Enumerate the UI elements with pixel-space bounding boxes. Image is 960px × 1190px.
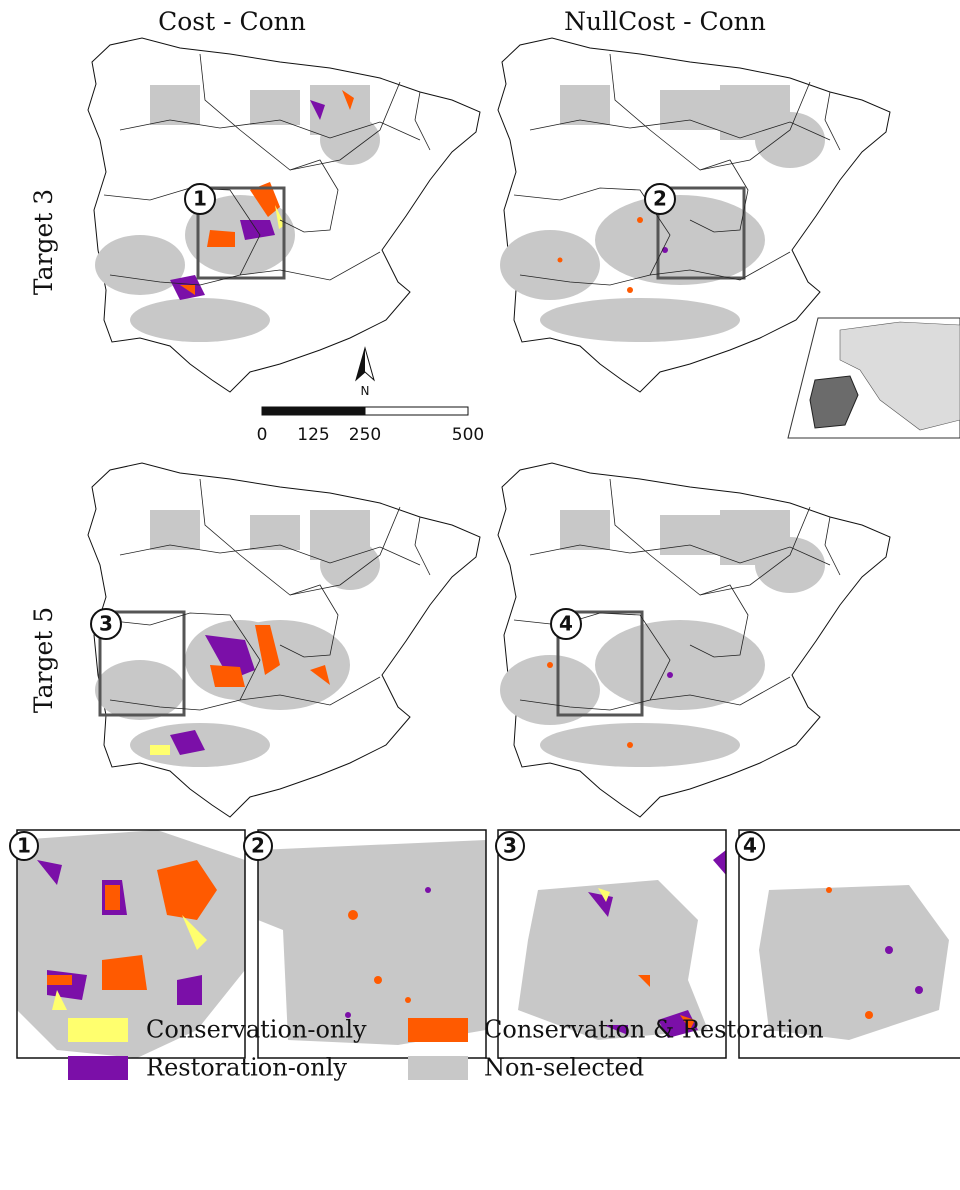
inset-number: 3 [99,612,113,636]
inset-number: 2 [653,187,667,211]
scale-label: 250 [349,425,381,445]
zoom-badge: 1 [10,832,38,860]
legend-label: Non-selected [484,1054,644,1082]
scale-label: 0 [257,425,268,445]
inset-badge: 1 [185,184,215,214]
figure: Cost - Conn NullCost - Conn Target 3 Tar… [0,0,960,1190]
legend-swatch [68,1018,128,1042]
zoom-badge: 2 [244,832,272,860]
inset-badge: 2 [645,184,675,214]
map-cost-target5 [88,463,480,817]
scale-label: 125 [297,425,329,445]
legend-swatch [408,1056,468,1080]
legend-label: Conservation & Restoration [484,1016,824,1044]
inset-number: 3 [503,834,517,858]
north-arrow: N [356,348,374,398]
inset-number: 2 [251,834,265,858]
scale-segment [262,407,365,415]
column-title: NullCost - Conn [564,7,766,36]
zoom-badge: 4 [736,832,764,860]
scale-segment [365,407,468,415]
inset-number: 4 [743,834,757,858]
inset-badge: 4 [551,609,581,639]
legend-label: Restoration-only [146,1054,347,1082]
scale-bar: 0 125 250 500 [257,407,485,445]
legend-label: Conservation-only [146,1016,367,1044]
legend-swatch [68,1056,128,1080]
row-label: Target 5 [29,607,58,713]
row-label: Target 3 [29,189,58,295]
legend-swatch [408,1018,468,1042]
north-label: N [361,384,370,398]
inset-number: 1 [17,834,31,858]
inset-number: 1 [193,187,207,211]
column-title: Cost - Conn [158,7,306,36]
inset-badge: 3 [91,609,121,639]
map-cost-target3 [88,38,480,392]
map-nullcost-target5 [498,463,890,817]
zoom-badge: 3 [496,832,524,860]
inset-number: 4 [559,612,573,636]
scale-label: 500 [452,425,484,445]
locator-map [788,318,960,438]
